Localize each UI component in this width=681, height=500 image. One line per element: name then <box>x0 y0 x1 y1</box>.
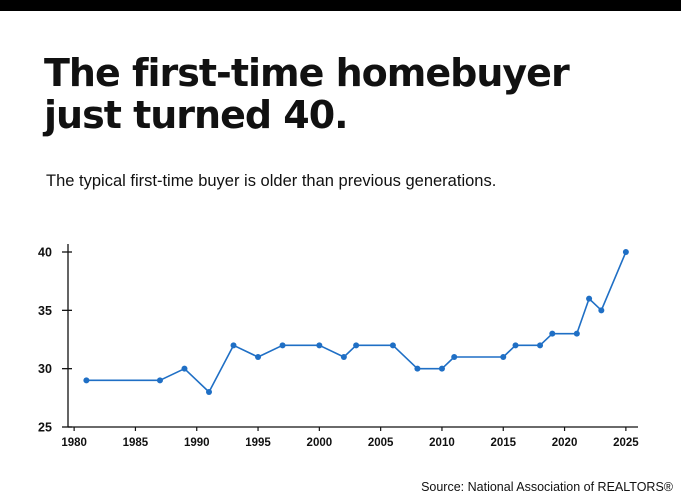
data-point-2011 <box>451 354 458 360</box>
data-point-1987 <box>156 377 163 384</box>
y-tick-label-30: 30 <box>38 362 52 376</box>
y-tick-label-25: 25 <box>38 421 52 435</box>
data-point-2018 <box>537 342 544 349</box>
x-tick-label-2015: 2015 <box>490 437 516 449</box>
x-tick-label-2000: 2000 <box>307 437 333 449</box>
x-tick-label-2005: 2005 <box>368 437 394 449</box>
x-tick-label-2020: 2020 <box>552 437 578 449</box>
subtitle: The typical first-time buyer is older th… <box>46 172 497 190</box>
y-tick-label-35: 35 <box>38 304 52 318</box>
data-point-2016 <box>512 342 519 349</box>
data-point-2021 <box>573 330 580 337</box>
x-tick-label-2025: 2025 <box>613 437 639 449</box>
data-point-1997 <box>279 342 286 349</box>
data-point-2019 <box>549 330 556 337</box>
data-point-2025 <box>622 249 629 255</box>
title-line-1: The first-time homebuyer <box>44 51 570 95</box>
data-point-1989 <box>181 365 188 372</box>
title-line-2: just turned 40. <box>44 93 349 137</box>
data-point-1991 <box>206 389 212 395</box>
line-chart: 25 30 35 40 1980 1985 1990 1995 2000 2005 2010 2015… <box>38 244 639 449</box>
x-tick-label-1995: 1995 <box>245 437 271 449</box>
y-tick-label-40: 40 <box>38 246 52 260</box>
data-point-1981 <box>83 377 90 384</box>
x-tick-label-2010: 2010 <box>429 437 455 449</box>
data-point-2015 <box>500 354 507 360</box>
x-tick-label-1980: 1980 <box>61 437 87 449</box>
data-point-2002 <box>340 354 347 360</box>
series-line-0 <box>86 251 627 393</box>
source-note: Source: National Association of REALTORS… <box>421 480 673 494</box>
data-point-2006 <box>389 342 396 349</box>
data-point-2000 <box>316 342 323 349</box>
top-bar <box>0 0 681 11</box>
chart: 25 30 35 40 1980 1985 1990 1995 2000 2005 2010 2015… <box>0 230 681 460</box>
data-point-2003 <box>353 342 360 349</box>
x-tick-label-1990: 1990 <box>184 437 210 449</box>
x-tick-label-1985: 1985 <box>123 437 149 449</box>
data-point-2008 <box>414 365 421 372</box>
data-point-1995 <box>255 354 262 360</box>
data-point-2010 <box>438 365 445 372</box>
data-point-2022 <box>586 295 593 302</box>
data-point-2023 <box>598 307 605 314</box>
page-title: The first-time homebuyer just turned 40. <box>44 52 664 136</box>
data-point-1993 <box>230 342 237 349</box>
